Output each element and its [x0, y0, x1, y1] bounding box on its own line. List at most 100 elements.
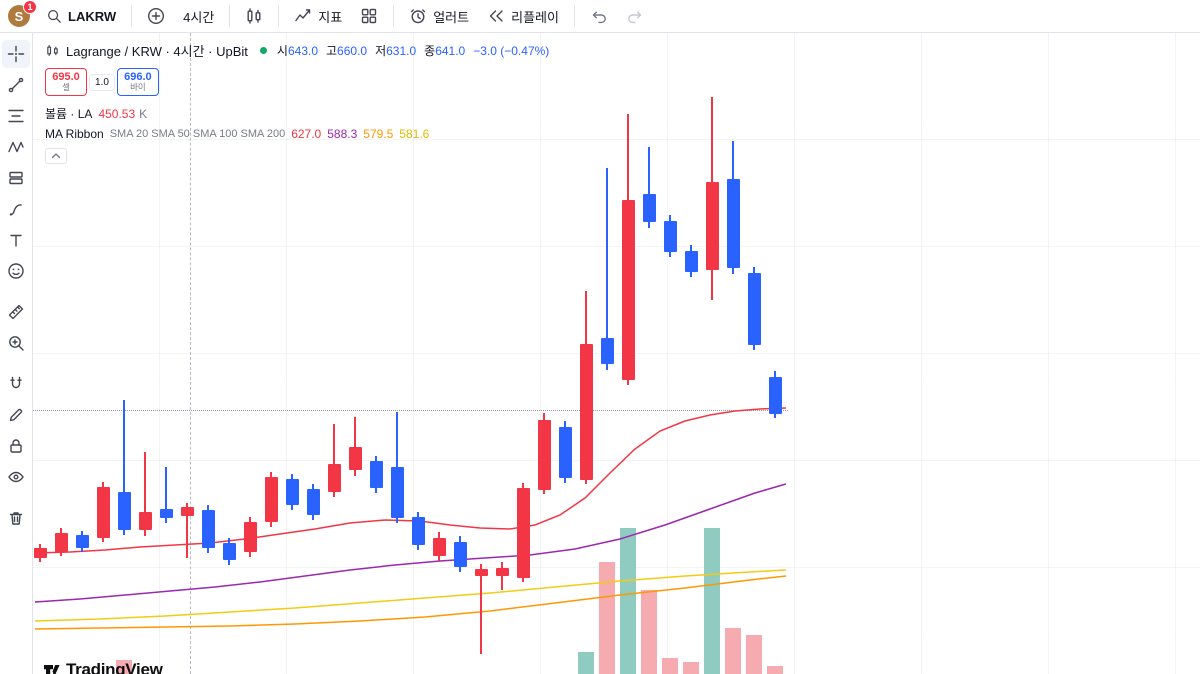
- candle-body: [769, 377, 782, 414]
- magnet-tool[interactable]: [2, 370, 30, 398]
- symbol-search-button[interactable]: LAKRW: [38, 4, 124, 28]
- chart-type-button[interactable]: [237, 3, 271, 29]
- account-avatar[interactable]: S 1: [8, 0, 37, 27]
- ma-line-sma50: [34, 483, 787, 603]
- draw-tool[interactable]: [2, 401, 30, 429]
- pattern-tool[interactable]: [2, 133, 30, 161]
- zoom-in-tool[interactable]: [2, 329, 30, 357]
- sma50-value: 588.3: [327, 127, 358, 141]
- symbol-title[interactable]: Lagrange / KRW · 4시간 · UpBit: [66, 44, 248, 59]
- replay-label: 리플레이: [511, 9, 559, 25]
- ruler-icon: [8, 304, 24, 320]
- close-value: 641.0: [435, 44, 466, 58]
- brush-tool[interactable]: [2, 195, 30, 223]
- volume-bar: [767, 666, 783, 674]
- sma20-value: 627.0: [291, 127, 322, 141]
- ma-lines: [34, 407, 787, 630]
- volume-bar: [578, 652, 594, 674]
- chart-legend: Lagrange / KRW · 4시간 · UpBit 시643.0 고660…: [45, 41, 549, 164]
- fib-retracement-tool[interactable]: [2, 102, 30, 130]
- position-tool[interactable]: [2, 164, 30, 192]
- volume-study-title[interactable]: 볼륨 · LA: [45, 107, 93, 121]
- candle-body: [706, 182, 719, 270]
- sma200-value: 581.6: [399, 127, 430, 141]
- alert-label: 얼러트: [433, 9, 470, 25]
- indicators-button[interactable]: 지표: [286, 3, 350, 30]
- undo-button[interactable]: [582, 3, 616, 29]
- alert-button[interactable]: 얼러트: [401, 3, 477, 30]
- market-status-dot: [259, 47, 267, 54]
- volume-unit: K: [139, 106, 148, 121]
- candle-body: [97, 487, 110, 538]
- ma-ribbon-title[interactable]: MA Ribbon: [45, 127, 104, 141]
- spread-value: 1.0: [90, 74, 114, 90]
- sell-price: 695.0: [52, 70, 80, 83]
- candle-body: [664, 221, 677, 252]
- emoji-tool[interactable]: [2, 257, 30, 285]
- trend-line-tool[interactable]: [2, 71, 30, 99]
- volume-bar: [704, 528, 720, 674]
- crosshair-tool[interactable]: [2, 40, 30, 68]
- lock-tool[interactable]: [2, 432, 30, 460]
- layout-button[interactable]: [352, 3, 386, 29]
- candle-body: [622, 200, 635, 380]
- candle-body: [454, 542, 467, 567]
- tradingview-logo-text: TradingView: [66, 660, 163, 674]
- candle-body: [55, 533, 68, 552]
- buy-label: 바이: [130, 82, 146, 93]
- lock-icon: [10, 439, 22, 453]
- xabcd-pattern-icon: [8, 141, 24, 153]
- remove-tool[interactable]: [2, 504, 30, 532]
- crosshair-icon: [7, 45, 25, 63]
- notification-badge: 1: [23, 0, 37, 14]
- redo-button[interactable]: [618, 3, 652, 29]
- low-label: 저: [375, 44, 387, 58]
- ma-line-sma200: [34, 569, 787, 622]
- sma100-value: 579.5: [363, 127, 394, 141]
- candle-body: [118, 492, 131, 530]
- volume-bar: [620, 528, 636, 674]
- toolbar-divider: [573, 5, 575, 27]
- candle-body: [139, 512, 152, 530]
- text-icon: [10, 234, 22, 247]
- trend-line-icon: [8, 77, 24, 93]
- toolbar-divider: [393, 5, 395, 27]
- volume-value: 450.53: [98, 106, 136, 121]
- volume-bar: [725, 628, 741, 674]
- high-label: 고: [326, 44, 338, 58]
- low-value: 631.0: [386, 44, 417, 58]
- hide-tool[interactable]: [2, 463, 30, 491]
- sell-button[interactable]: 695.0 셀: [45, 68, 87, 96]
- ma-line-sma20: [34, 407, 787, 554]
- tradingview-logo[interactable]: TradingView: [43, 660, 163, 674]
- candle-wick: [333, 424, 335, 497]
- measure-tool[interactable]: [2, 298, 30, 326]
- candle-wick: [123, 400, 125, 535]
- add-symbol-button[interactable]: [139, 3, 173, 29]
- candle-wick: [165, 467, 167, 523]
- volume-bar: [746, 635, 762, 674]
- candle-body: [202, 510, 215, 548]
- avatar-initial: S: [14, 8, 24, 24]
- volume-layer: [33, 33, 1200, 674]
- candle-wick: [186, 503, 188, 558]
- interval-label: 4시간: [183, 9, 215, 25]
- volume-bar: [662, 658, 678, 674]
- chart-pane[interactable]: Lagrange / KRW · 4시간 · UpBit 시643.0 고660…: [33, 33, 1200, 674]
- legend-collapse-button[interactable]: [45, 148, 67, 164]
- eye-icon: [8, 471, 24, 483]
- buy-button[interactable]: 696.0 바이: [116, 68, 159, 96]
- emoji-icon: [8, 263, 24, 279]
- text-tool[interactable]: [2, 226, 30, 254]
- toolbar-divider: [131, 5, 133, 27]
- last-price-line: [33, 410, 788, 411]
- candle-body: [286, 479, 299, 505]
- replay-button[interactable]: 리플레이: [479, 3, 567, 30]
- candle-body: [265, 477, 278, 522]
- brush-icon: [9, 204, 22, 216]
- ma-line-sma100: [34, 575, 787, 630]
- candle-body: [727, 179, 740, 268]
- candle-body: [370, 461, 383, 488]
- indicators-label: 지표: [318, 9, 343, 25]
- interval-button[interactable]: 4시간: [175, 3, 222, 30]
